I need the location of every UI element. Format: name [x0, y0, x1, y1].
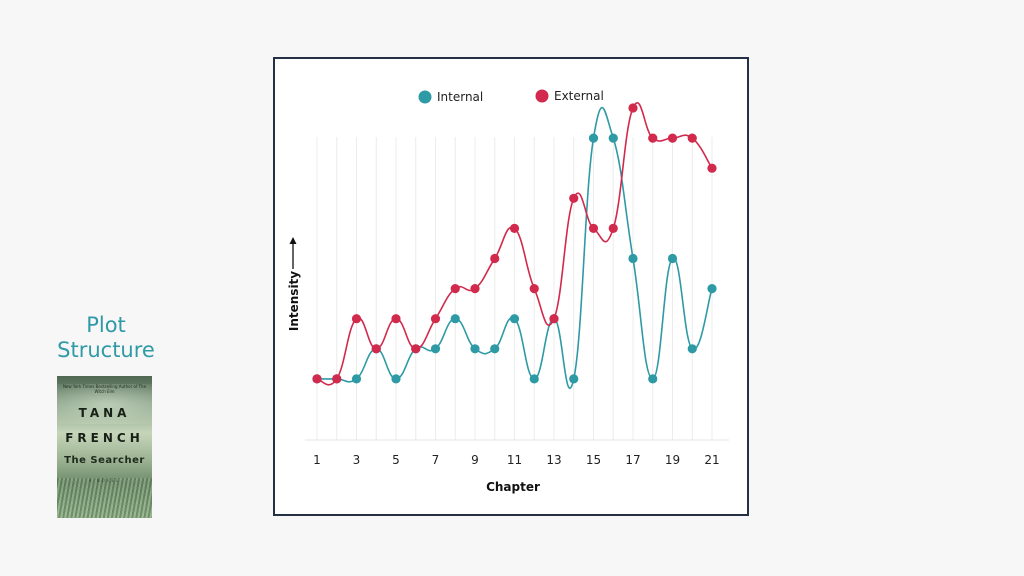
data-point-external [411, 344, 421, 354]
x-tick-label: 1 [313, 453, 321, 467]
data-point-internal [588, 133, 599, 143]
data-point-external [351, 314, 362, 324]
axis-layer: 1 3 5 7 9 11 13 15 17 19 21 [305, 439, 729, 467]
data-point-internal [470, 344, 480, 354]
data-point-internal [569, 374, 579, 384]
x-tick-label: 21 [704, 453, 719, 467]
data-point-external [430, 314, 441, 324]
grid-layer [316, 137, 713, 440]
data-point-external [588, 223, 599, 233]
side-title-line1: Plot [86, 313, 126, 337]
data-point-internal [490, 344, 500, 354]
data-point-external [490, 253, 500, 264]
series-layer [312, 102, 717, 389]
x-tick-label: 19 [665, 453, 680, 467]
book-cover-cloud [57, 384, 152, 424]
book-cover-grass [57, 478, 152, 518]
x-axis-label: Chapter [486, 480, 540, 494]
legend-label-internal: Internal [437, 90, 483, 104]
data-point-internal [430, 344, 441, 354]
book-cover: New York Times Bestselling Author of The… [57, 376, 152, 518]
data-point-internal [450, 314, 460, 324]
data-point-internal [351, 374, 362, 384]
y-axis-label: Intensity [287, 271, 301, 331]
legend-swatch-external [535, 89, 549, 103]
data-point-internal [529, 374, 539, 384]
legend-label-external: External [554, 89, 604, 103]
x-tick-label: 5 [392, 453, 400, 467]
x-tick-label: 13 [546, 453, 561, 467]
legend: Internal External [418, 89, 604, 104]
data-point-internal [667, 253, 678, 264]
data-point-external [648, 133, 658, 143]
data-point-external [608, 223, 618, 233]
x-tick-label: 9 [471, 453, 479, 467]
data-point-external [707, 163, 717, 173]
data-point-external [312, 374, 322, 384]
x-tick-label: 7 [432, 453, 440, 467]
book-tagline: New York Times Bestselling Author of The… [62, 384, 147, 394]
side-title: Plot Structure [46, 313, 166, 363]
data-point-internal [391, 374, 401, 384]
x-tick-label: 15 [586, 453, 601, 467]
data-point-external [529, 284, 539, 294]
x-tick-label: 11 [507, 453, 522, 467]
data-point-external [391, 314, 401, 324]
book-subtitle: A NOVEL [57, 478, 152, 483]
data-point-internal [608, 133, 618, 143]
data-point-external [628, 103, 638, 113]
data-point-external [450, 284, 460, 294]
data-point-internal [648, 374, 658, 384]
plot-chart: 1 3 5 7 9 11 13 15 17 19 21 Internal External Chapt… [287, 89, 729, 494]
data-point-external [371, 344, 381, 354]
data-point-external [569, 193, 579, 203]
data-point-internal [687, 344, 697, 354]
legend-swatch-internal [418, 90, 432, 104]
data-point-internal [707, 284, 717, 294]
data-point-internal [628, 253, 638, 264]
y-axis-arrow [289, 237, 297, 269]
x-tick-label: 3 [353, 453, 361, 467]
side-title-line2: Structure [57, 338, 155, 362]
data-point-external [667, 133, 678, 143]
data-point-external [509, 223, 520, 233]
series-line-external [316, 102, 713, 386]
book-author-line1: TANA [78, 406, 131, 420]
x-tick-label: 17 [625, 453, 640, 467]
book-title: The Searcher [64, 455, 145, 466]
data-point-external [687, 133, 697, 143]
book-author-line2: FRENCH [65, 431, 144, 445]
data-point-external [332, 374, 342, 384]
chart-frame: 1 3 5 7 9 11 13 15 17 19 21 Internal External Chapt… [273, 57, 749, 516]
data-point-external [549, 314, 559, 324]
data-point-external [470, 284, 480, 294]
data-point-internal [509, 314, 520, 324]
